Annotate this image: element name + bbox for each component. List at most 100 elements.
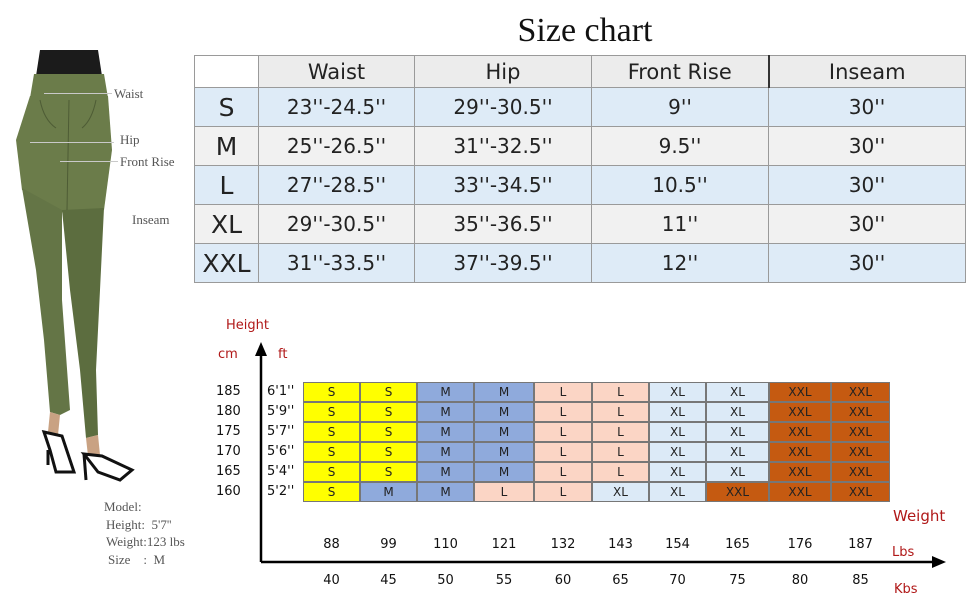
column-header-inseam: Inseam <box>767 55 966 88</box>
size-grid-cell: S <box>303 442 360 462</box>
weight-kbs-label: 60 <box>554 573 572 588</box>
size-grid-cell: M <box>474 382 534 402</box>
height-ft-label: 6'1'' <box>267 384 295 399</box>
lbs-unit-label: Lbs <box>892 545 915 560</box>
waist-cell: 29''-30.5'' <box>258 204 415 244</box>
size-grid-cell: S <box>360 382 417 402</box>
waist-cell: 31''-33.5'' <box>258 243 415 283</box>
size-grid-cell: XXL <box>831 402 890 422</box>
size-grid-cell: XXL <box>769 442 831 462</box>
size-grid-cell: S <box>303 382 360 402</box>
inseam-cell: 30'' <box>768 165 966 205</box>
weight-lbs-label: 121 <box>491 537 517 552</box>
size-grid-cell: L <box>534 402 592 422</box>
size-grid-cell: S <box>360 442 417 462</box>
size-grid-cell: M <box>360 482 417 502</box>
height-ft-label: 5'2'' <box>267 484 295 499</box>
hip-guide-line <box>30 142 114 143</box>
weight-kbs-label: 55 <box>495 573 513 588</box>
size-grid-cell: L <box>592 422 649 442</box>
hip-cell: 35''-36.5'' <box>414 204 592 244</box>
model-size: Size : M <box>108 551 166 567</box>
height-ft-label: 5'6'' <box>267 444 295 459</box>
inseam-cell: 30'' <box>768 87 966 127</box>
hip-cell: 33''-34.5'' <box>414 165 592 205</box>
size-cell: XXL <box>194 243 259 283</box>
model-figure: Waist Hip Front Rise Inseam <box>0 40 200 490</box>
height-cm-label: 160 <box>216 484 241 499</box>
size-table-header-row: Waist Hip Front Rise Inseam <box>194 55 966 88</box>
size-chart-title: Size chart <box>517 12 653 49</box>
size-grid-cell: L <box>592 442 649 462</box>
size-grid-cell: M <box>417 462 474 482</box>
height-cm-label: 185 <box>216 384 241 399</box>
ft-unit-label: ft <box>278 347 288 362</box>
jeans-model-illustration <box>16 50 135 482</box>
size-grid-cell: XL <box>592 482 649 502</box>
size-grid-cell: S <box>360 422 417 442</box>
size-grid-cell: XL <box>706 422 769 442</box>
height-cm-label: 175 <box>216 424 241 439</box>
size-grid-cell: M <box>417 382 474 402</box>
front-rise-cell: 9.5'' <box>591 126 769 166</box>
model-height: Height: 5'7'' <box>106 516 172 532</box>
size-grid-cell: XL <box>649 462 706 482</box>
size-chart-table: Waist Hip Front Rise Inseam S 23''-24.5'… <box>194 55 966 283</box>
size-grid: S S M M L L XL XL XXL XXL S S M M L L XL XL XXL XXL S S M M L L XL… <box>303 382 890 502</box>
size-grid-cell: XL <box>706 382 769 402</box>
front-rise-guide-line <box>60 161 118 162</box>
size-grid-cell: XXL <box>831 462 890 482</box>
size-cell: M <box>194 126 259 166</box>
size-grid-cell: XXL <box>769 462 831 482</box>
size-grid-cell: XXL <box>831 442 890 462</box>
table-row: L 27''-28.5'' 33''-34.5'' 10.5'' 30'' <box>194 165 966 205</box>
weight-lbs-label: 132 <box>550 537 576 552</box>
size-grid-cell: XL <box>706 402 769 422</box>
height-axis-label: Height <box>226 318 269 333</box>
waist-label: Waist <box>114 86 144 101</box>
front-rise-label: Front Rise <box>120 154 175 169</box>
size-grid-cell: L <box>534 462 592 482</box>
size-grid-cell: XL <box>649 382 706 402</box>
size-grid-cell: L <box>534 422 592 442</box>
size-grid-cell: S <box>303 482 360 502</box>
weight-kbs-label: 65 <box>612 573 629 588</box>
size-grid-cell: M <box>474 462 534 482</box>
column-header-hip: Hip <box>414 55 592 88</box>
front-rise-cell: 10.5'' <box>591 165 769 205</box>
table-row: M 25''-26.5'' 31''-32.5'' 9.5'' 30'' <box>194 126 966 166</box>
weight-kbs-label: 70 <box>669 573 686 588</box>
size-grid-cell: L <box>592 402 649 422</box>
hip-cell: 31''-32.5'' <box>414 126 592 166</box>
weight-lbs-label: 143 <box>608 537 633 552</box>
weight-lbs-label: 154 <box>665 537 690 552</box>
height-cm-label: 165 <box>216 464 241 479</box>
size-grid-cell: M <box>417 422 474 442</box>
size-grid-cell: M <box>474 442 534 462</box>
weight-kbs-label: 45 <box>380 573 397 588</box>
size-grid-cell: XXL <box>706 482 769 502</box>
size-grid-cell: S <box>360 402 417 422</box>
size-grid-cell: XL <box>649 482 706 502</box>
size-grid-cell: XXL <box>831 482 890 502</box>
weight-lbs-label: 187 <box>848 537 873 552</box>
weight-kbs-label: 75 <box>729 573 746 588</box>
size-grid-cell: S <box>303 462 360 482</box>
size-grid-cell: XXL <box>769 382 831 402</box>
weight-lbs-label: 176 <box>787 537 813 552</box>
weight-lbs-label: 165 <box>725 537 750 552</box>
size-grid-cell: L <box>534 382 592 402</box>
model-info: Model: Height: 5'7'' Weight:123 lbs Size… <box>100 498 185 568</box>
height-ft-label: 5'4'' <box>267 464 295 479</box>
size-grid-cell: M <box>417 402 474 422</box>
size-grid-cell: M <box>474 422 534 442</box>
size-grid-cell: L <box>534 482 592 502</box>
weight-axis-label: Weight <box>893 507 946 525</box>
cm-unit-label: cm <box>218 347 238 362</box>
column-header-waist: Waist <box>258 55 415 88</box>
hip-cell: 29''-30.5'' <box>414 87 592 127</box>
inseam-cell: 30'' <box>768 204 966 244</box>
size-grid-cell: XL <box>649 402 706 422</box>
hip-cell: 37''-39.5'' <box>414 243 592 283</box>
height-cm-label: 170 <box>216 444 241 459</box>
